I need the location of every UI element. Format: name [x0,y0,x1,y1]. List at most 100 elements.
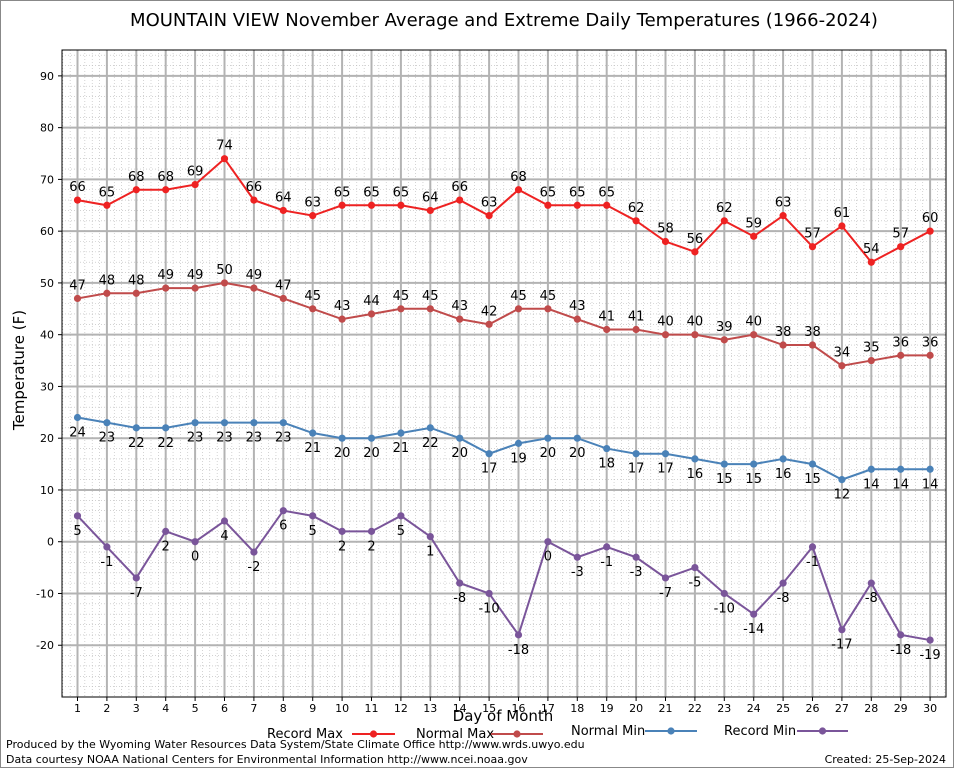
normal-max-data-label: 36 [922,335,939,350]
normal-min-data-label: 15 [716,472,733,487]
record-max-point [397,201,405,209]
x-tick-label: 28 [864,702,878,715]
legend-marker-normal-max [513,730,521,738]
record-max-data-label: 63 [481,196,498,211]
normal-max-point [779,341,787,349]
normal-min-point [456,434,464,442]
normal-min-point [514,439,523,447]
record-min-data-label: 5 [397,524,405,539]
legend-label-normal-max: Normal Max [416,727,494,742]
record-min-data-label: 4 [220,529,228,544]
x-tick-label: 5 [192,702,199,715]
record-min-data-label: -8 [865,591,878,606]
record-min-point [220,517,229,525]
normal-max-data-label: 40 [745,315,762,330]
normal-min-data-label: 19 [510,451,527,466]
record-max-data-label: 63 [775,196,792,211]
normal-min-point [867,465,875,473]
normal-min-data-label: 15 [804,472,821,487]
normal-min-data-label: 22 [422,436,439,451]
normal-max-data-label: 48 [99,273,116,288]
x-tick-label: 13 [423,702,437,715]
normal-max-point [897,351,905,359]
record-max-point [132,186,140,194]
normal-max-point [691,331,699,339]
y-tick-label: 0 [47,536,54,549]
record-max-data-label: 68 [157,170,174,185]
x-tick-label: 22 [688,702,702,715]
normal-min-point [338,434,346,442]
x-tick-label: 4 [162,702,169,715]
normal-min-data-label: 17 [657,462,674,477]
x-tick-label: 10 [335,702,349,715]
normal-max-point [838,362,846,370]
normal-max-data-label: 45 [304,289,321,304]
legend-marker-record-max [369,730,378,738]
record-max-point [426,206,434,215]
record-min-point [808,543,817,551]
x-tick-label: 11 [365,702,379,715]
normal-min-line [77,416,931,481]
normal-max-point [162,284,170,292]
record-max-point [926,227,934,235]
normal-max-point [485,320,493,328]
normal-min-point [220,419,229,427]
x-tick-label: 1 [74,702,81,715]
series-normal-min: 24 23 22 22 23 23 23 23 21 20 20 21 22 20 17 19 20 20 18 17… [69,413,938,503]
normal-max-data-label: 45 [422,289,439,304]
record-min-point [426,532,434,541]
record-max-point [573,201,581,209]
x-tick-label: 9 [309,702,316,715]
record-min-data-label: -8 [453,591,466,606]
normal-min-point [897,465,905,473]
y-tick-label: -10 [36,587,54,600]
normal-min-point [397,429,405,437]
chart-title: MOUNTAIN VIEW November Average and Extre… [130,10,878,31]
normal-min-data-label: 23 [99,431,116,446]
record-min-data-label: -7 [659,586,672,601]
normal-max-data-label: 45 [393,289,410,304]
grid [62,50,946,697]
normal-min-point [603,444,611,453]
normal-min-point [632,450,640,458]
record-min-data-label: -7 [130,586,143,601]
record-max-point [309,212,317,220]
normal-max-data-label: 44 [363,294,380,309]
record-max-data-label: 68 [128,170,145,185]
normal-max-point [73,294,82,303]
normal-max-data-label: 47 [275,278,292,293]
normal-max-data-label: 48 [128,273,145,288]
record-min-data-label: -2 [247,560,260,575]
normal-max-point [632,325,640,334]
record-min-data-label: -10 [714,601,735,616]
record-max-line [77,157,931,264]
normal-max-point [808,341,817,349]
footer-data-source: Data courtesy NOAA National Centers for … [6,753,528,766]
record-min-point [544,538,552,546]
record-min-point [603,543,611,551]
record-min-point [103,543,111,551]
normal-max-data-label: 42 [481,304,498,319]
x-tick-label: 30 [923,702,937,715]
y-tick-label: 40 [40,329,54,342]
normal-max-point [573,315,581,323]
normal-max-data-label: 50 [216,263,233,278]
normal-min-data-label: 16 [775,467,792,482]
normal-min-point [661,450,670,458]
normal-min-point [691,455,699,463]
normal-max-point [397,305,405,313]
x-tick-label: 24 [747,702,761,715]
record-min-point [838,626,846,634]
record-max-point [485,212,493,220]
record-min-point [162,527,170,535]
x-tick-label: 12 [394,702,408,715]
record-max-data-label: 69 [187,165,204,180]
normal-min-data-label: 24 [69,425,86,440]
normal-min-data-label: 22 [157,436,174,451]
normal-max-point [279,294,287,303]
record-min-data-label: 2 [162,539,170,554]
plot-frame [61,49,947,698]
record-max-point [279,206,287,215]
